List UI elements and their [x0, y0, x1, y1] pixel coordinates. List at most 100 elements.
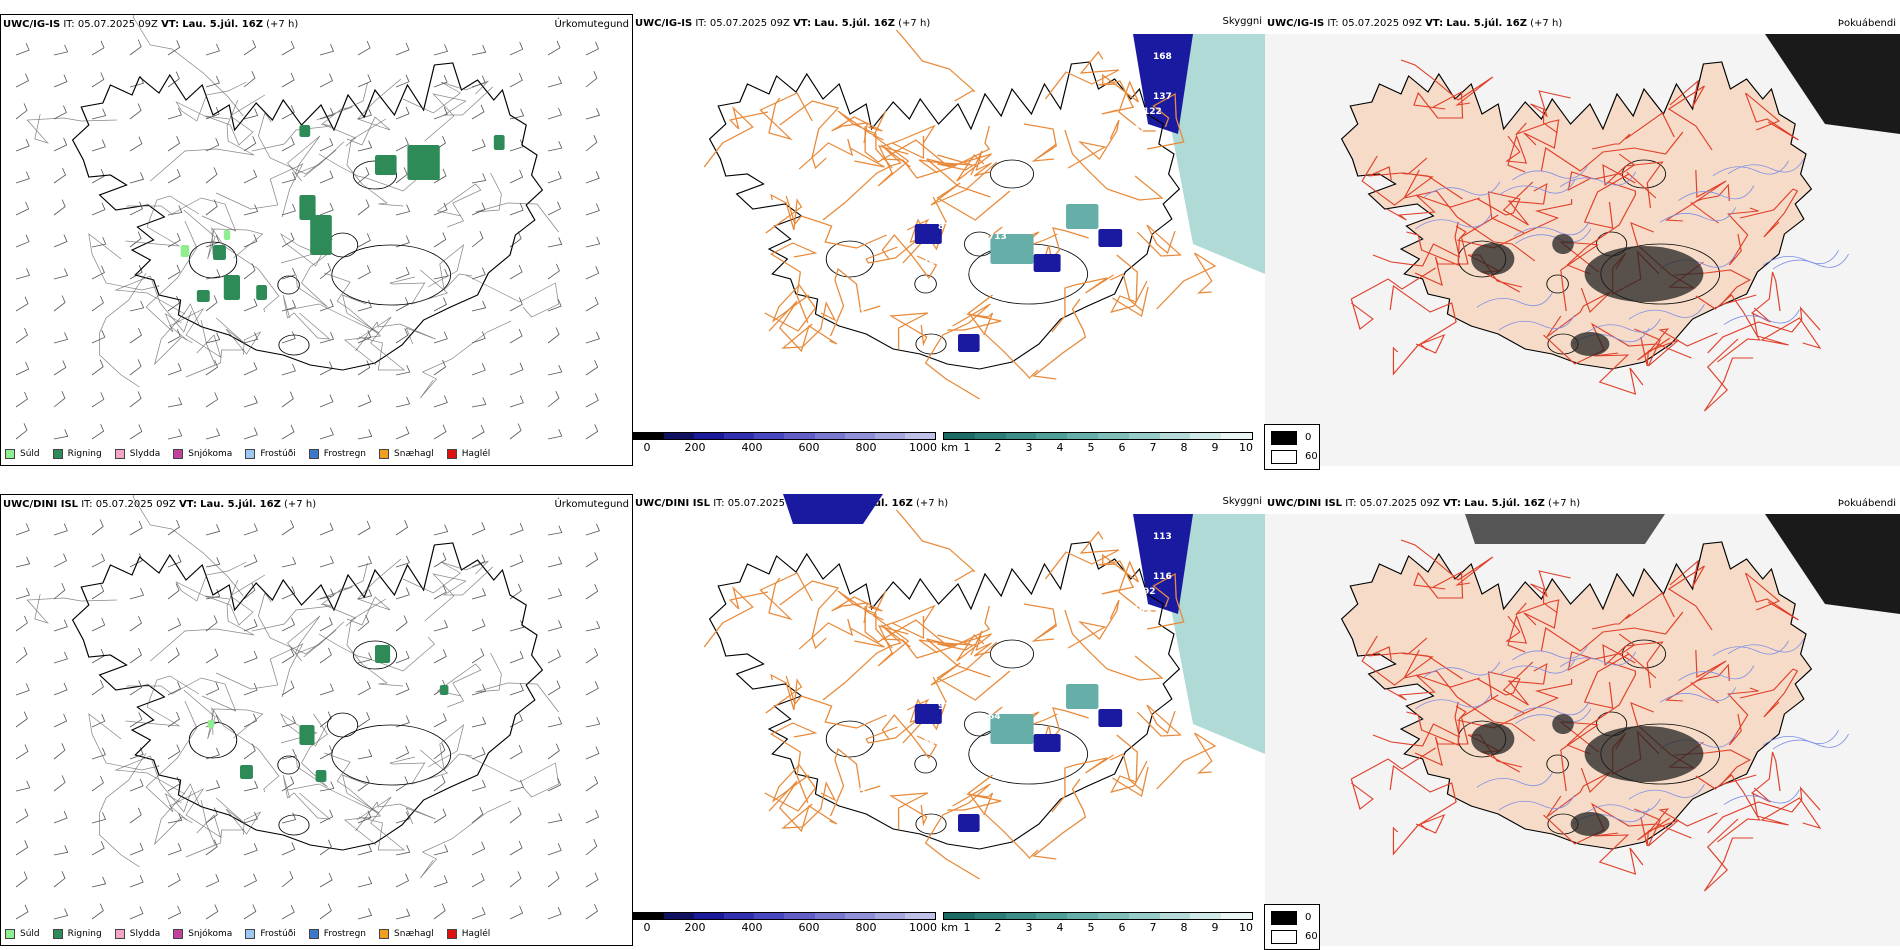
- wind-barb: [585, 552, 599, 568]
- road-line: [427, 244, 473, 291]
- ceiling-tick: 600: [798, 441, 820, 454]
- drizzle-area: [223, 230, 231, 240]
- wind-barb: [471, 397, 487, 408]
- road-line: [153, 303, 201, 366]
- wind-barb: [15, 556, 31, 568]
- visibility-tick: 9: [1211, 441, 1219, 454]
- wind-barb: [395, 520, 409, 536]
- fog-panel: UWC/DINI ISL IT: 05.07.2025 09Z VT: Lau.…: [1265, 494, 1900, 946]
- wind-barb: [53, 429, 69, 440]
- wind-barb: [471, 841, 486, 856]
- wind-barb: [319, 647, 332, 664]
- wind-barb: [167, 843, 182, 856]
- road-line: [1067, 599, 1120, 649]
- ceiling-color-step: [904, 913, 935, 919]
- iceland-outline: [1340, 539, 1849, 892]
- wind-barb: [585, 620, 601, 632]
- wind-barb: [281, 40, 295, 56]
- wind-barb: [243, 713, 258, 728]
- fog-legend-label: 0: [1305, 912, 1312, 923]
- iceland-map[interactable]: [1, 495, 633, 946]
- wind-barb: [585, 71, 598, 88]
- road-line: [402, 560, 489, 594]
- wind-barb: [243, 136, 257, 152]
- wind-barb: [433, 743, 446, 760]
- visibility-ticks: km 1 2 3 4 5 6 7 8 9 10: [941, 440, 1253, 454]
- wind-barb: [395, 682, 410, 696]
- wind-barb: [547, 201, 562, 216]
- wind-barb: [91, 841, 105, 856]
- visibility-tick: 3: [1025, 441, 1033, 454]
- wind-barb: [167, 168, 181, 184]
- wind-barb: [319, 839, 332, 856]
- road-line: [287, 294, 380, 334]
- wind-barb: [471, 806, 484, 824]
- wind-barb: [167, 71, 180, 88]
- road-line: [1110, 254, 1148, 313]
- iceland-map[interactable]: [1265, 494, 1900, 946]
- wind-barb: [395, 204, 411, 216]
- wind-barb: [15, 327, 28, 344]
- precip-legend-label: Frostregn: [323, 449, 367, 459]
- road-line: [930, 641, 1011, 701]
- ceiling-colorbar: m02004006008001000: [633, 432, 937, 454]
- visibility-color-step: [1097, 913, 1129, 919]
- wind-barb: [547, 525, 563, 536]
- wind-barb: [53, 871, 66, 888]
- road-line: [153, 783, 201, 846]
- iceland-map[interactable]: [1265, 14, 1900, 466]
- road-line: [1389, 284, 1457, 351]
- wind-barb: [243, 873, 258, 888]
- wind-barb: [281, 556, 297, 568]
- wind-barb: [509, 620, 525, 632]
- road-line: [1583, 171, 1657, 229]
- model-name: UWC/DINI ISL: [635, 498, 711, 509]
- wind-barb: [547, 40, 561, 56]
- low-ceiling-area: [958, 814, 980, 832]
- ceiling-tick: 400: [741, 921, 763, 934]
- iceland-map[interactable]: [1, 15, 633, 466]
- wind-barb: [585, 716, 601, 728]
- visibility-tick: 5: [1087, 921, 1095, 934]
- visibility-color-step: [1190, 433, 1222, 439]
- wind-barb: [91, 775, 104, 792]
- wind-barb: [243, 523, 258, 536]
- fog-indicator-area: [1570, 332, 1610, 356]
- river-line: [1415, 693, 1492, 710]
- panel-header: UWC/IG-IS IT: 05.07.2025 09Z VT: Lau. 5.…: [3, 19, 298, 30]
- wind-barb: [15, 523, 30, 536]
- precip-legend-label: Súld: [20, 449, 40, 459]
- fog-legend-swatch: [1271, 930, 1297, 944]
- wind-barb: [585, 523, 600, 536]
- model-name: UWC/IG-IS: [1267, 18, 1325, 29]
- road-line: [930, 161, 1011, 221]
- river-line: [1415, 213, 1492, 230]
- wind-barb: [585, 171, 600, 184]
- road-line: [99, 272, 147, 388]
- river-line: [1498, 659, 1576, 676]
- wind-barb: [319, 202, 334, 216]
- rain-area: [196, 290, 210, 302]
- forecast-row-1: UWC/IG-IS IT: 05.07.2025 09Z VT: Lau. 5.…: [0, 14, 1900, 470]
- wind-barb: [509, 807, 522, 824]
- visibility-panel: UWC/DINI ISL IT: 05.07.2025 09Z VT: Lau.…: [633, 494, 1265, 946]
- precip-legend-swatch: [5, 929, 15, 939]
- ceiling-color-step: [634, 433, 665, 439]
- wind-barb: [281, 331, 296, 344]
- iceland-outline: [703, 509, 1217, 880]
- precip-legend-label: Frostúði: [260, 929, 296, 939]
- precip-type-legend: Súld Rigning Slydda Snjókoma Frostúði Frostre…: [5, 929, 490, 939]
- wind-barb: [243, 362, 258, 376]
- wind-barb: [471, 363, 486, 376]
- wind-barb: [357, 749, 373, 760]
- road-line: [1540, 611, 1684, 652]
- river-line: [1476, 292, 1553, 308]
- visibility-tick: 2: [994, 921, 1002, 934]
- road-line: [837, 110, 893, 169]
- road-line: [1707, 786, 1821, 834]
- road-line: [865, 698, 930, 744]
- road-line: [475, 172, 559, 233]
- ceiling-color-step: [784, 913, 815, 919]
